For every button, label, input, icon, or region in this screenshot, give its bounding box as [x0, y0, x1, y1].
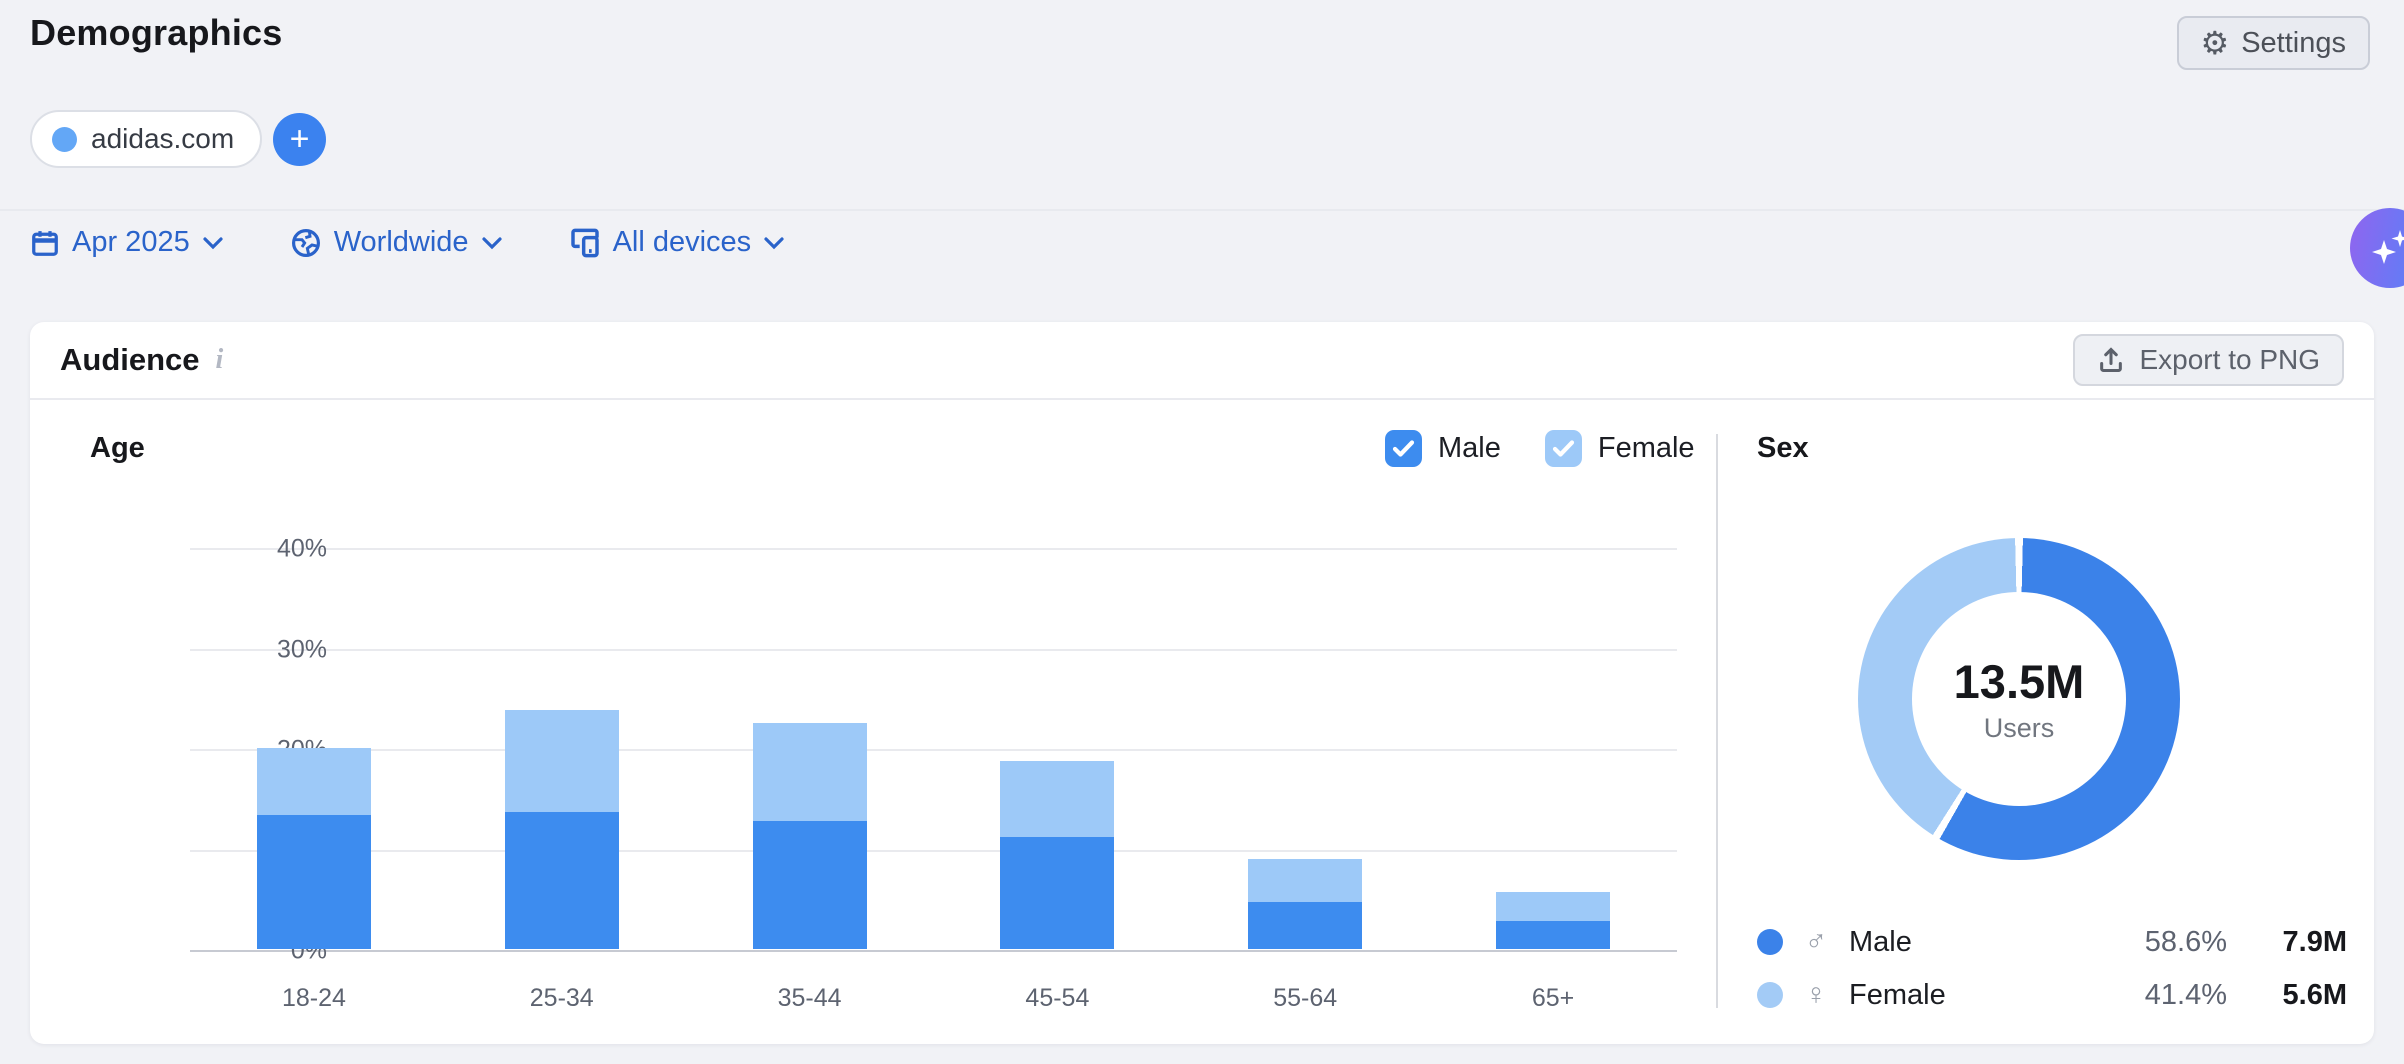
bar-segment-male-65+ [1496, 920, 1611, 949]
bar-segment-female-35-44 [752, 722, 867, 822]
age-series-toggles: Male Female [1385, 430, 1695, 467]
device-filter-label: All devices [612, 226, 752, 258]
bar-segment-female-55-64 [1248, 858, 1363, 902]
male-checkbox-label: Male [1438, 432, 1501, 464]
male-checkbox-box [1385, 430, 1422, 467]
female-checkbox-box [1544, 430, 1582, 467]
section-divider [1716, 434, 1718, 1008]
bar-segment-male-18-24 [256, 815, 371, 949]
bar-segment-male-45-54 [1000, 837, 1115, 949]
gridline-20 [190, 749, 1677, 751]
gear-icon: ⚙ [2200, 25, 2230, 61]
devices-icon [570, 228, 599, 257]
bar-65+ [1429, 547, 1677, 949]
total-users-value: 13.5M [1953, 655, 2085, 708]
gridline-30 [190, 648, 1677, 651]
female-symbol-icon: ♀ [1804, 978, 1828, 1011]
female-checkbox-label: Female [1597, 432, 1695, 464]
gridline-10 [190, 849, 1677, 852]
audience-title: Audience [60, 342, 200, 377]
female-users-value: 5.6M [2282, 978, 2347, 1011]
settings-label: Settings [2241, 26, 2346, 59]
domain-label: adidas.com [91, 123, 235, 154]
location-filter-label: Worldwide [333, 226, 469, 258]
male-users-value: 7.9M [2282, 925, 2347, 958]
globe-icon [291, 228, 320, 257]
check-icon [1552, 440, 1574, 457]
ytick-label: 40% [276, 534, 327, 563]
add-competitor-button[interactable]: + [273, 113, 326, 166]
sex-legend-row-female: ♀ Female 41.4% 5.6M [1757, 975, 2347, 1015]
total-users-label: Users [1983, 713, 2055, 743]
xtick-label: 65+ [1531, 984, 1575, 1012]
age-chart-plot: 0%10%20%30%40% [190, 535, 1677, 965]
male-percentage: 58.6% [2144, 925, 2227, 958]
export-to-png-button[interactable]: Export to PNG [2073, 334, 2344, 386]
bar-segment-female-45-54 [1000, 761, 1115, 838]
date-filter[interactable]: Apr 2025 [30, 226, 224, 259]
domain-color-dot [52, 126, 77, 152]
sex-legend: ♂ Male 58.6% 7.9M ♀ Female 41.4% 5.6M [1757, 922, 2347, 1015]
location-filter[interactable]: Worldwide [290, 226, 503, 259]
sex-legend-row-male: ♂ Male 58.6% 7.9M [1757, 922, 2347, 962]
chevron-down-icon [764, 236, 784, 249]
export-icon [2100, 347, 2123, 373]
male-symbol-icon: ♂ [1804, 925, 1828, 958]
gridline-40 [190, 548, 1677, 550]
gridline-0 [190, 950, 1677, 952]
bar-segment-female-25-34 [504, 709, 619, 813]
date-filter-label: Apr 2025 [72, 226, 190, 258]
domain-chip[interactable]: adidas.com [30, 110, 263, 168]
xtick-label: 25-34 [529, 984, 594, 1012]
bar-segment-male-55-64 [1248, 901, 1363, 949]
settings-button[interactable]: ⚙ Settings [2176, 16, 2370, 70]
xtick-label: 55-64 [1273, 984, 1338, 1012]
device-filter[interactable]: All devices [569, 226, 786, 259]
bar-segment-male-35-44 [752, 821, 867, 949]
calendar-icon [32, 230, 58, 256]
female-legend-label: Female [1849, 978, 1946, 1011]
sex-section-title: Sex [1757, 432, 1809, 464]
chevron-down-icon [481, 236, 502, 249]
male-legend-label: Male [1849, 925, 1912, 958]
age-section-title: Age [90, 432, 145, 464]
sex-donut-chart: 13.5M Users [1858, 538, 2180, 860]
age-chart-xlabels: 18-24 25-34 35-44 45-54 55-64 65+ [190, 984, 1677, 1013]
export-label: Export to PNG [2139, 344, 2320, 375]
audience-card-header: Audience i Export to PNG [30, 322, 2374, 400]
header-divider [0, 209, 2404, 211]
filters-bar: Apr 2025 Worldwide All devices [30, 226, 785, 259]
female-legend-dot [1757, 982, 1783, 1008]
sparkles-icon [2372, 230, 2404, 264]
audience-card: Audience i Export to PNG Age Male [30, 322, 2374, 1044]
ai-assistant-button[interactable] [2350, 208, 2404, 288]
bars-container [190, 547, 1677, 949]
info-icon[interactable]: i [215, 344, 224, 375]
xtick-label: 18-24 [281, 984, 346, 1012]
bar-25-34 [438, 547, 686, 949]
bar-segment-male-25-34 [504, 812, 619, 949]
plus-icon: + [289, 120, 310, 158]
chevron-down-icon [203, 236, 223, 249]
male-checkbox[interactable]: Male [1385, 430, 1501, 467]
female-checkbox[interactable]: Female [1544, 430, 1695, 467]
check-icon [1392, 440, 1415, 457]
xtick-label: 45-54 [1025, 984, 1090, 1012]
bar-35-44 [686, 547, 934, 949]
xtick-label: 35-44 [777, 984, 842, 1012]
ytick-label: 30% [276, 635, 327, 663]
bar-55-64 [1181, 547, 1429, 949]
bar-45-54 [933, 547, 1181, 949]
donut-center: 13.5M Users [1912, 592, 2126, 806]
page-title: Demographics [30, 12, 283, 53]
bar-segment-female-65+ [1496, 891, 1611, 921]
female-percentage: 41.4% [2144, 978, 2227, 1011]
male-legend-dot [1757, 929, 1783, 955]
bar-segment-female-18-24 [256, 748, 371, 816]
bar-18-24 [190, 547, 438, 949]
